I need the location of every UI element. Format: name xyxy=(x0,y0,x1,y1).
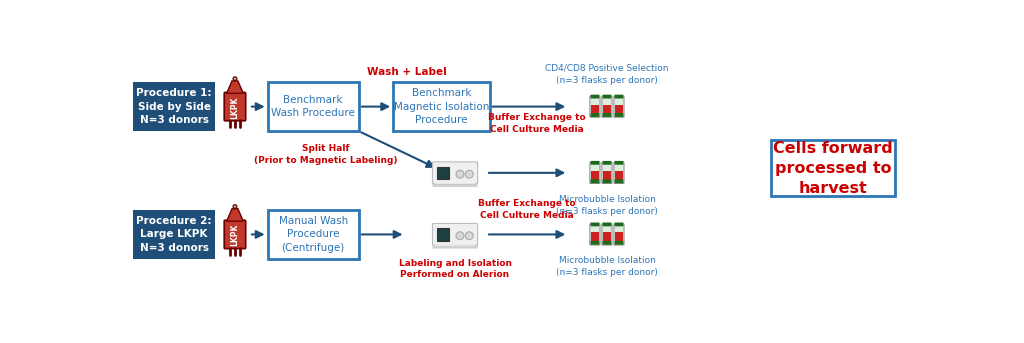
Bar xyxy=(614,233,623,243)
FancyBboxPatch shape xyxy=(224,220,246,249)
FancyBboxPatch shape xyxy=(602,113,611,117)
Text: Wash + Label: Wash + Label xyxy=(368,67,446,77)
FancyBboxPatch shape xyxy=(590,96,600,117)
Polygon shape xyxy=(226,81,244,93)
Bar xyxy=(603,105,611,115)
FancyBboxPatch shape xyxy=(614,161,624,165)
FancyBboxPatch shape xyxy=(436,167,450,179)
FancyBboxPatch shape xyxy=(133,82,215,131)
FancyBboxPatch shape xyxy=(614,241,624,245)
FancyBboxPatch shape xyxy=(393,82,489,131)
Bar xyxy=(614,105,623,115)
Text: Microbubble Isolation
(n=3 flasks per donor): Microbubble Isolation (n=3 flasks per do… xyxy=(556,256,657,277)
FancyBboxPatch shape xyxy=(590,162,600,184)
FancyBboxPatch shape xyxy=(224,92,246,121)
FancyBboxPatch shape xyxy=(613,162,624,184)
FancyBboxPatch shape xyxy=(591,113,599,117)
FancyBboxPatch shape xyxy=(432,223,477,245)
FancyBboxPatch shape xyxy=(602,95,611,98)
FancyBboxPatch shape xyxy=(436,228,450,241)
Bar xyxy=(591,171,599,181)
Bar xyxy=(603,171,611,181)
Text: Procedure 1:
Side by Side
N=3 donors: Procedure 1: Side by Side N=3 donors xyxy=(136,88,212,125)
FancyBboxPatch shape xyxy=(602,96,612,117)
FancyBboxPatch shape xyxy=(614,179,624,183)
Text: Buffer Exchange to
Cell Culture Media: Buffer Exchange to Cell Culture Media xyxy=(488,113,586,134)
Bar xyxy=(591,105,599,115)
Circle shape xyxy=(233,205,237,208)
FancyBboxPatch shape xyxy=(771,141,895,196)
FancyBboxPatch shape xyxy=(613,96,624,117)
Circle shape xyxy=(456,170,464,178)
FancyBboxPatch shape xyxy=(590,224,600,245)
Text: Manual Wash
Procedure
(Centrifuge): Manual Wash Procedure (Centrifuge) xyxy=(279,216,348,253)
Text: Benchmark
Wash Procedure: Benchmark Wash Procedure xyxy=(271,95,355,118)
FancyBboxPatch shape xyxy=(133,210,215,259)
FancyBboxPatch shape xyxy=(614,113,624,117)
FancyBboxPatch shape xyxy=(602,162,612,184)
Polygon shape xyxy=(226,209,244,221)
FancyBboxPatch shape xyxy=(591,95,599,98)
FancyBboxPatch shape xyxy=(435,245,475,246)
Text: Labeling and Isolation
Performed on Alerion: Labeling and Isolation Performed on Aler… xyxy=(398,259,512,280)
FancyBboxPatch shape xyxy=(602,161,611,165)
FancyBboxPatch shape xyxy=(614,223,624,226)
Circle shape xyxy=(456,232,464,240)
FancyBboxPatch shape xyxy=(435,183,475,184)
Bar xyxy=(591,233,599,243)
Text: LKPK: LKPK xyxy=(230,224,240,246)
Text: Cells forward
processed to
harvest: Cells forward processed to harvest xyxy=(773,141,893,196)
FancyBboxPatch shape xyxy=(267,82,359,131)
FancyBboxPatch shape xyxy=(267,210,359,259)
Text: Microbubble Isolation
(n=3 flasks per donor): Microbubble Isolation (n=3 flasks per do… xyxy=(556,195,657,215)
Text: Buffer Exchange to
Cell Culture Media: Buffer Exchange to Cell Culture Media xyxy=(478,199,575,220)
Text: CD4/CD8 Positive Selection
(n=3 flasks per donor): CD4/CD8 Positive Selection (n=3 flasks p… xyxy=(545,64,669,85)
FancyBboxPatch shape xyxy=(602,241,611,245)
FancyBboxPatch shape xyxy=(591,241,599,245)
FancyBboxPatch shape xyxy=(602,223,611,226)
FancyBboxPatch shape xyxy=(602,224,612,245)
Circle shape xyxy=(465,170,473,178)
Text: Procedure 2:
Large LKPK
N=3 donors: Procedure 2: Large LKPK N=3 donors xyxy=(136,216,212,253)
Circle shape xyxy=(465,232,473,240)
Bar xyxy=(614,171,623,181)
FancyBboxPatch shape xyxy=(602,179,611,183)
FancyBboxPatch shape xyxy=(591,223,599,226)
FancyBboxPatch shape xyxy=(614,95,624,98)
FancyBboxPatch shape xyxy=(432,162,477,184)
Text: LKPK: LKPK xyxy=(230,96,240,119)
FancyBboxPatch shape xyxy=(613,224,624,245)
Text: Split Half
(Prior to Magnetic Labeling): Split Half (Prior to Magnetic Labeling) xyxy=(254,144,397,165)
FancyBboxPatch shape xyxy=(432,181,477,187)
FancyBboxPatch shape xyxy=(591,161,599,165)
Text: Benchmark
Magnetic Isolation
Procedure: Benchmark Magnetic Isolation Procedure xyxy=(394,88,489,125)
FancyBboxPatch shape xyxy=(432,243,477,249)
Circle shape xyxy=(233,77,237,81)
FancyBboxPatch shape xyxy=(591,179,599,183)
Bar xyxy=(603,233,611,243)
